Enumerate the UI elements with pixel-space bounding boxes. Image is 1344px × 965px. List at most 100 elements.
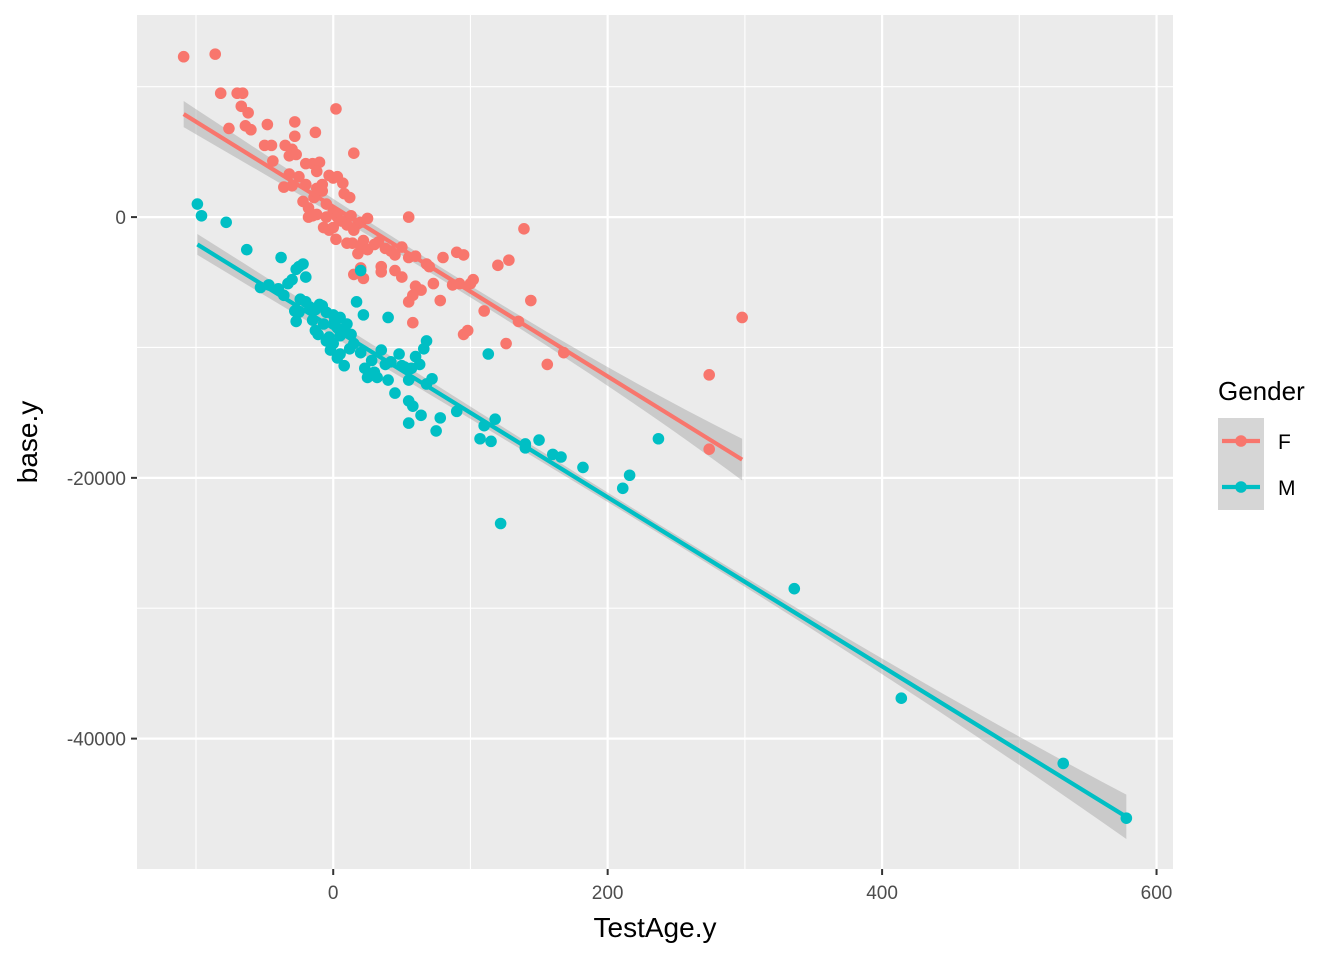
y-tick-label: -40000	[67, 730, 126, 751]
data-point-M	[1057, 757, 1070, 770]
data-point-F	[503, 254, 515, 266]
data-point-F	[402, 211, 415, 223]
data-point-F	[427, 277, 440, 290]
data-point-M	[430, 425, 442, 437]
x-axis: 0 200 400 600	[328, 869, 1172, 904]
data-point-M	[474, 432, 486, 445]
data-point-F	[389, 249, 401, 261]
data-point-F	[209, 48, 222, 60]
data-point-F	[261, 118, 274, 131]
data-point-F	[289, 116, 301, 128]
x-tick-label: 600	[1141, 883, 1173, 904]
legend-key-point-F	[1235, 435, 1247, 447]
x-tick-label: 200	[592, 883, 624, 904]
legend-label-M: M	[1278, 477, 1296, 500]
data-point-F	[309, 126, 322, 139]
data-point-M	[895, 692, 908, 704]
data-point-M	[240, 243, 253, 256]
y-axis: 0 -20000 -40000	[67, 208, 137, 751]
x-tick-label: 0	[328, 883, 339, 904]
data-point-M	[616, 482, 629, 495]
data-point-M	[407, 400, 419, 412]
data-point-M	[494, 517, 507, 530]
data-point-F	[242, 106, 254, 119]
data-point-F	[437, 251, 449, 264]
data-point-M	[324, 344, 337, 356]
data-point-M	[357, 309, 370, 321]
data-point-M	[415, 409, 427, 422]
data-point-M	[191, 198, 204, 210]
data-point-F	[223, 122, 235, 135]
data-point-M	[489, 413, 501, 425]
data-point-F	[289, 130, 301, 143]
data-point-F	[703, 443, 716, 455]
data-point-F	[343, 191, 356, 204]
data-point-F	[402, 296, 415, 308]
data-point-M	[426, 372, 438, 385]
data-point-F	[478, 305, 490, 317]
x-axis-label: TestAge.y	[594, 912, 717, 943]
data-point-M	[533, 434, 545, 446]
y-axis-label: base.y	[12, 401, 43, 484]
data-point-F	[267, 155, 279, 167]
data-point-F	[518, 223, 530, 235]
data-point-M	[413, 358, 426, 371]
data-point-M	[482, 348, 495, 360]
y-tick-label: 0	[115, 208, 126, 229]
data-point-M	[334, 311, 346, 324]
data-point-F	[348, 147, 360, 160]
data-point-F	[415, 284, 427, 296]
data-point-F	[236, 87, 249, 100]
data-point-F	[461, 324, 474, 337]
data-point-F	[467, 273, 479, 286]
data-point-F	[330, 103, 342, 115]
data-point-F	[703, 369, 716, 381]
data-point-M	[220, 216, 232, 229]
data-point-M	[577, 461, 589, 474]
data-point-F	[396, 271, 408, 283]
data-point-F	[337, 177, 349, 189]
data-point-F	[457, 249, 470, 261]
data-point-F	[290, 148, 302, 161]
data-point-F	[407, 316, 419, 329]
data-point-M	[393, 348, 405, 360]
data-point-M	[402, 417, 415, 429]
data-point-M	[382, 311, 394, 324]
data-point-M	[297, 258, 309, 270]
data-point-M	[299, 271, 312, 283]
data-point-M	[275, 251, 287, 264]
data-point-F	[245, 123, 257, 136]
grid-minor	[137, 15, 1173, 869]
data-point-M	[375, 344, 388, 356]
data-point-F	[265, 139, 278, 152]
legend-label-F: F	[1278, 431, 1291, 454]
data-point-F	[293, 170, 305, 183]
data-point-F	[327, 221, 340, 234]
fit-line-F	[182, 112, 744, 462]
data-point-M	[623, 469, 636, 482]
data-point-M	[312, 328, 324, 341]
data-point-F	[310, 165, 323, 178]
x-tick-label: 400	[866, 883, 898, 904]
fit-line-M	[196, 242, 1128, 819]
data-point-M	[788, 582, 801, 595]
data-point-F	[177, 50, 190, 63]
data-point-M	[485, 435, 497, 448]
data-point-M	[365, 354, 378, 367]
data-point-F	[541, 358, 554, 371]
data-point-M	[434, 412, 447, 424]
y-tick-label: -20000	[67, 469, 126, 490]
data-point-M	[286, 273, 298, 286]
data-point-M	[555, 451, 567, 463]
data-point-F	[313, 156, 326, 169]
data-point-M	[350, 296, 363, 308]
data-point-M	[371, 371, 383, 384]
legend-key-point-M	[1235, 481, 1247, 493]
data-point-F	[214, 87, 227, 100]
data-point-M	[389, 387, 401, 399]
data-point-F	[500, 337, 512, 350]
data-point-F	[525, 294, 537, 307]
data-point-F	[316, 185, 329, 197]
data-point-M	[343, 342, 356, 355]
